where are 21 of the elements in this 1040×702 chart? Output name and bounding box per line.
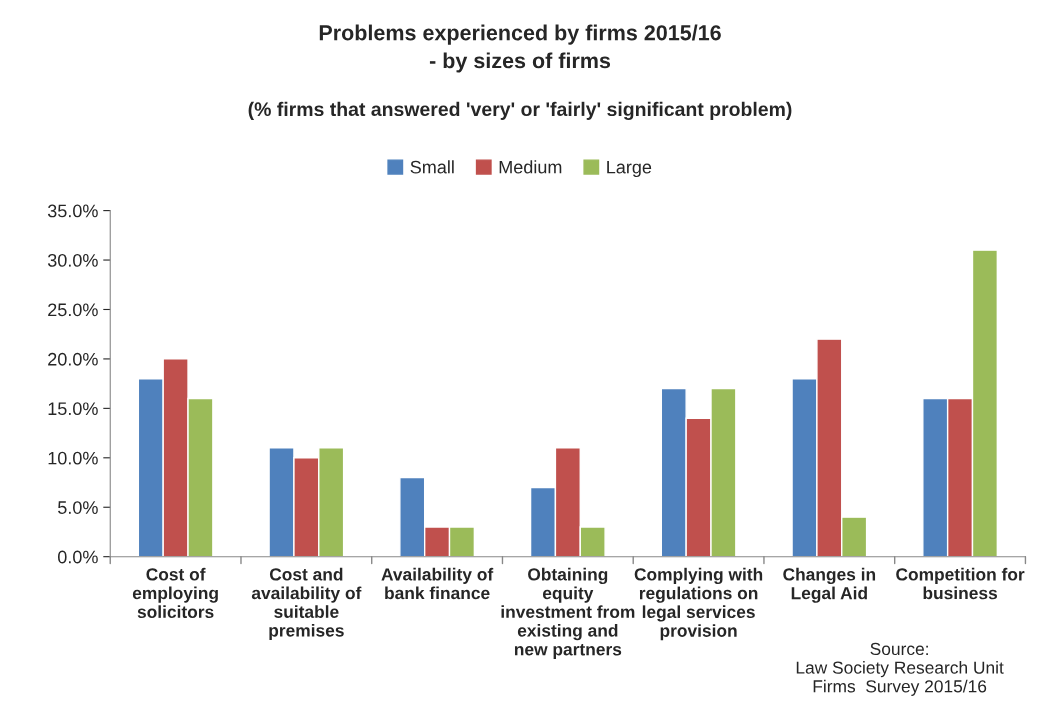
x-tick-label: Changes in Legal Aid bbox=[783, 567, 876, 603]
x-tick-label: Cost of employing solicitors bbox=[132, 567, 218, 619]
x-tick-label: Cost and availability of suitable premises bbox=[251, 567, 362, 641]
chart-title: Problems experienced by firms 2015/16 - by sizes of firms bbox=[319, 24, 721, 73]
y-tick-label: 10.0% bbox=[48, 451, 98, 465]
y-tick-label: 35.0% bbox=[47, 204, 98, 218]
y-tick-label: 0.0% bbox=[57, 550, 98, 564]
x-tick-label: Complying with regulations on legal services provision bbox=[634, 567, 763, 641]
y-tick-label: 15.0% bbox=[48, 402, 98, 416]
y-tick-label: 5.0% bbox=[58, 501, 98, 514]
legend-label: Small bbox=[410, 160, 454, 174]
chart-subtitle: (% firms that answered 'very' or 'fairly' significant problem) bbox=[248, 101, 792, 120]
legend-label: Large bbox=[607, 160, 652, 178]
y-tick-label: 30.0% bbox=[47, 253, 98, 267]
x-tick-label: Availability of bank finance bbox=[381, 567, 494, 600]
y-tick-label: 20.0% bbox=[48, 352, 98, 366]
source-note: Source: Law Society Research Unit Firms Survey 2015/16 bbox=[796, 642, 1004, 696]
x-tick-label: Obtaining equity investment from existing and new partners bbox=[501, 567, 635, 659]
legend-label: Medium bbox=[499, 160, 562, 174]
x-tick-label: Competition for business bbox=[896, 567, 1025, 600]
y-tick-label: 25.0% bbox=[48, 303, 98, 317]
